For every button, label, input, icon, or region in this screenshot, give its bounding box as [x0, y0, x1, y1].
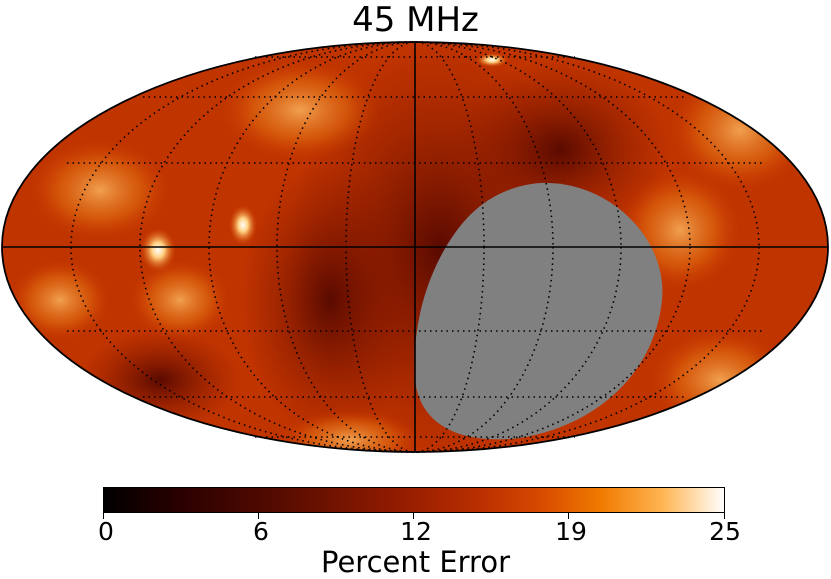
- colorbar-tick-label: 25: [709, 517, 741, 546]
- hot-spot-source: [229, 205, 257, 245]
- sky-map: [1, 41, 829, 453]
- colorbar-tick: [568, 513, 569, 519]
- hot-spot-source: [140, 228, 176, 272]
- map-outline: [1, 41, 829, 453]
- hot-spot-source: [476, 53, 508, 67]
- colorbar-tick: [724, 513, 725, 519]
- map-title: 45 MHz: [352, 0, 479, 40]
- colorbar-tick-label: 12: [400, 517, 432, 546]
- colorbar-tick-label: 19: [555, 517, 587, 546]
- colorbar-tick-label: 0: [98, 517, 114, 546]
- colorbar-tick-label: 6: [253, 517, 269, 546]
- colorbar-tick: [103, 513, 104, 519]
- hot-spot-source: [788, 120, 828, 180]
- colorbar-label: Percent Error: [320, 545, 511, 579]
- colorbar: [103, 487, 725, 513]
- colorbar-tick: [413, 513, 414, 519]
- colorbar-tick: [258, 513, 259, 519]
